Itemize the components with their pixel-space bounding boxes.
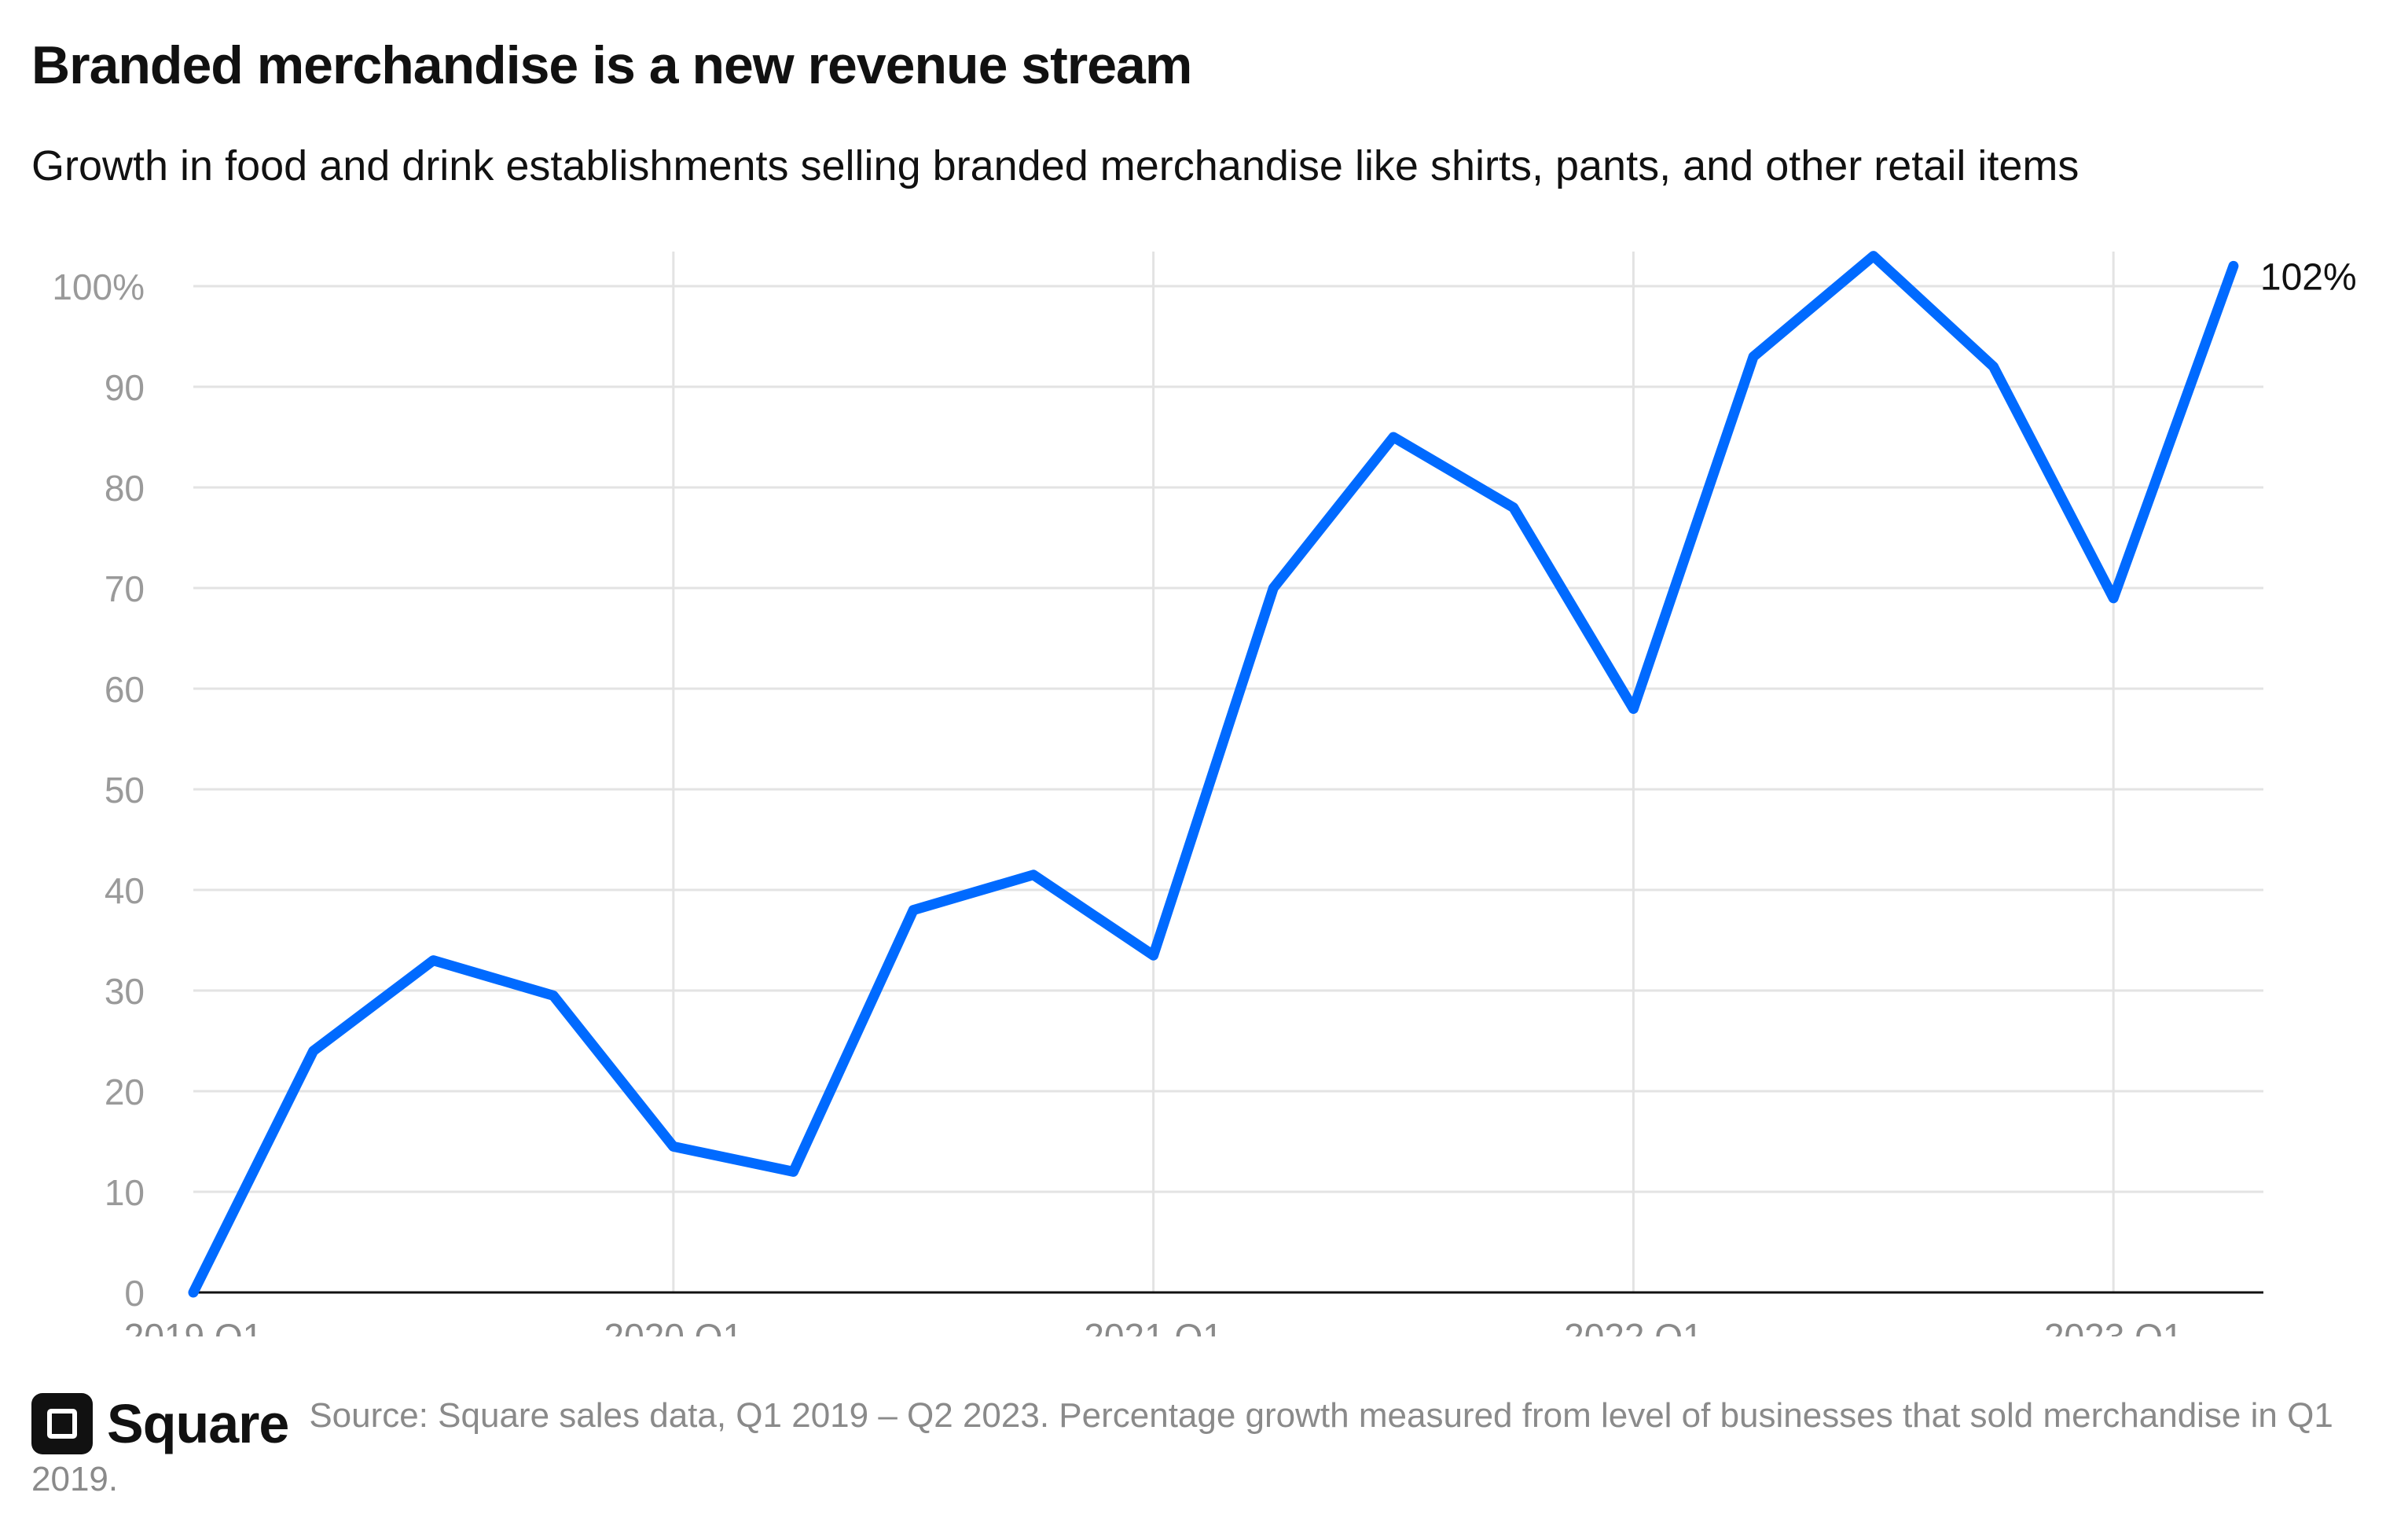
y-tick-label: 60 [105, 669, 145, 710]
brand-logo: Square [31, 1392, 289, 1455]
data-point [673, 1145, 674, 1147]
data-point [313, 1050, 314, 1052]
y-tick-label: 70 [105, 568, 145, 609]
line-chart: 0 10 20 30 40 50 60 70 80 90 100% 2019 Q1 2020 Q1 202… [52, 251, 2357, 1336]
square-logo-icon [31, 1392, 93, 1454]
brand-name: Square [107, 1392, 289, 1454]
footer: Square Source: Square sales data, Q1 201… [31, 1391, 2381, 1504]
data-point [432, 960, 434, 961]
data-point [552, 994, 554, 996]
y-tick-label: 100% [52, 267, 145, 307]
data-point [1993, 366, 1995, 367]
x-tick-label: 2019 Q1 [124, 1316, 262, 1336]
data-point [1153, 954, 1154, 956]
x-tick-label: 2023 Q1 [2044, 1316, 2182, 1336]
data-point [1272, 587, 1274, 589]
chart-title: Branded merchandise is a new revenue str… [31, 35, 1192, 95]
data-point [912, 910, 914, 911]
source-note: Source: Square sales data, Q1 2019 – Q2 … [31, 1396, 2333, 1498]
data-point [1632, 708, 1634, 710]
chart-subtitle: Growth in food and drink establishments … [31, 142, 2079, 189]
y-tick-label: 50 [105, 770, 145, 811]
data-point [1393, 436, 1394, 438]
y-tick-label: 40 [105, 870, 145, 911]
data-point [1513, 507, 1514, 509]
data-point [2113, 597, 2114, 599]
data-point [2233, 265, 2234, 267]
y-tick-label: 0 [124, 1273, 145, 1314]
series-line [188, 251, 2239, 1298]
x-tick-label: 2020 Q1 [604, 1316, 743, 1336]
x-tick-label: 2021 Q1 [1084, 1316, 1222, 1336]
data-point [793, 1171, 795, 1172]
data-point [1753, 356, 1754, 358]
end-value-label: 102% [2260, 256, 2357, 298]
data-point [1873, 256, 1874, 257]
y-tick-label: 30 [105, 971, 145, 1012]
y-tick-label: 80 [105, 468, 145, 509]
y-tick-label: 20 [105, 1072, 145, 1112]
data-point [193, 1292, 194, 1293]
x-tick-label: 2022 Q1 [1564, 1316, 1702, 1336]
data-point [1033, 874, 1034, 876]
y-tick-label: 90 [105, 367, 145, 408]
y-tick-label: 10 [105, 1172, 145, 1213]
